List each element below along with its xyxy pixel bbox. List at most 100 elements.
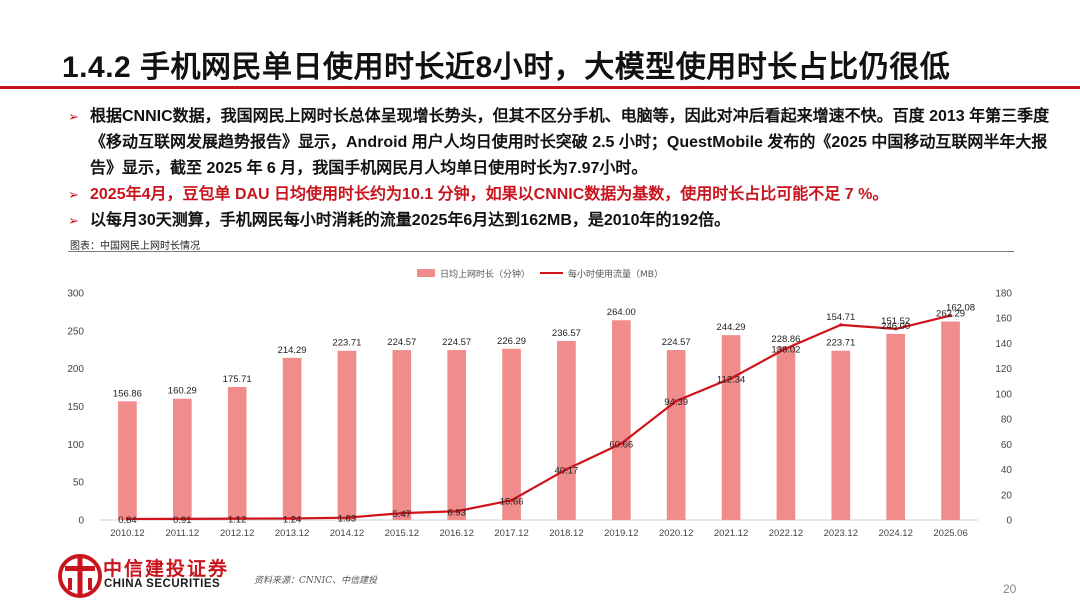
bar-data-label: 246.00	[881, 321, 910, 332]
line-point	[948, 313, 953, 318]
line-data-label: 0.84	[118, 515, 137, 526]
line-data-label: 1.83	[338, 514, 357, 525]
bar	[776, 346, 796, 520]
bar-data-label: 223.71	[826, 338, 855, 349]
y-right-tick-label: 180	[995, 289, 1012, 300]
x-tick-label: 2017.12	[494, 528, 528, 539]
citic-logo-icon	[58, 554, 102, 598]
line-point	[290, 516, 294, 521]
line-data-label: 60.66	[609, 440, 633, 451]
bar	[831, 350, 851, 520]
line-point	[674, 399, 678, 403]
bar	[721, 335, 741, 520]
logo-name-cn: 中信建投证券	[103, 558, 230, 580]
line-point	[839, 323, 843, 327]
x-tick-label: 2013.12	[275, 528, 309, 539]
bar-data-label: 175.71	[223, 374, 252, 385]
y-right-tick-label: 160	[995, 314, 1012, 325]
bullet-arrow-icon: ➢	[68, 187, 79, 202]
source-note: 资料来源：CNNIC、中信建投	[254, 576, 378, 586]
bar	[941, 321, 960, 520]
y-right-tick-label: 120	[995, 364, 1012, 375]
bullet-item: ➢ 根据CNNIC数据，我国网民上网时长总体呈现增长势头，但其不区分手机、电脑等…	[68, 104, 1058, 182]
x-tick-label: 2011.12	[165, 528, 199, 539]
line-point	[180, 517, 184, 521]
bar	[557, 340, 576, 520]
line-data-label: 151.52	[881, 316, 910, 327]
bar	[886, 333, 906, 520]
y-right-tick-label: 40	[1001, 465, 1013, 476]
x-tick-label: 2014.12	[330, 528, 364, 539]
legend-label: 每小时使用流量（MB）	[568, 268, 663, 280]
line-point	[894, 327, 898, 331]
line-point	[729, 376, 733, 380]
line-data-label: 154.71	[826, 312, 855, 323]
x-tick-label: 2020.12	[659, 528, 693, 539]
y-left-tick-label: 200	[67, 364, 84, 375]
bar-data-label: 226.29	[497, 336, 526, 347]
bar-data-label: 264.00	[607, 307, 636, 318]
bar	[337, 350, 357, 520]
line-data-label: 6.93	[447, 507, 466, 518]
legend-label: 日均上网时长（分钟）	[440, 268, 530, 280]
y-left-tick-label: 100	[67, 440, 84, 451]
y-right-tick-label: 80	[1001, 415, 1013, 426]
bullet-item: ➢ 以每月30天测算，手机网民每小时消耗的流量2025年6月达到162MB，是2…	[68, 208, 1058, 234]
bar-data-label: 214.29	[278, 345, 307, 356]
line-point	[125, 517, 130, 521]
y-right-tick-label: 100	[995, 389, 1012, 400]
bullet-arrow-icon: ➢	[68, 109, 79, 124]
bullet-arrow-icon: ➢	[68, 213, 79, 228]
line-point	[235, 516, 239, 521]
bar-data-label: 224.57	[442, 337, 471, 348]
logo-name-en: CHINA SECURITIES	[104, 578, 221, 590]
x-tick-label: 2016.12	[440, 528, 474, 539]
line-data-label: 1.12	[228, 515, 247, 526]
x-tick-label: 2010.12	[110, 528, 144, 539]
x-tick-label: 2025.06	[933, 528, 967, 539]
x-tick-label: 2018.12	[549, 528, 583, 539]
y-right-tick-label: 60	[1001, 440, 1013, 451]
bar-data-label: 156.86	[113, 388, 142, 399]
line-data-label: 40.17	[555, 465, 579, 476]
bar-data-label: 160.29	[168, 386, 197, 397]
title-bar	[0, 0, 1080, 84]
bullet-text: 2025年4月，豆包单 DAU 日均使用时长约为10.1 分钟，如果以CNNIC…	[90, 186, 889, 203]
line-point	[784, 346, 788, 351]
x-tick-label: 2022.12	[769, 528, 803, 539]
bar-data-label: 262.29	[936, 309, 965, 320]
line-data-label: 1.24	[283, 514, 302, 525]
page-title: 1.4.2 手机网民单日使用时长近8小时，大模型使用时长占比仍很低	[62, 51, 951, 84]
x-tick-label: 2023.12	[824, 528, 858, 539]
y-left-tick-label: 250	[67, 326, 84, 337]
legend-bar-swatch	[417, 269, 435, 277]
x-tick-label: 2021.12	[714, 528, 748, 539]
caption-divider	[68, 251, 1014, 252]
y-left-tick-label: 150	[67, 402, 84, 413]
line-data-label: 94.39	[664, 397, 688, 408]
bar-data-label: 244.29	[717, 322, 746, 333]
y-right-tick-label: 140	[995, 339, 1012, 350]
line-data-label: 5.47	[393, 509, 412, 520]
bar	[611, 320, 631, 520]
bar	[447, 350, 467, 520]
bar-data-label: 236.57	[552, 328, 581, 339]
bar-data-label: 228.86	[771, 334, 800, 345]
x-tick-label: 2024.12	[879, 528, 913, 539]
x-tick-label: 2012.12	[220, 528, 254, 539]
x-tick-label: 2019.12	[604, 528, 638, 539]
y-left-tick-label: 300	[67, 289, 84, 300]
line-data-label: 0.91	[173, 515, 192, 526]
bar	[666, 350, 686, 520]
line-point	[509, 498, 514, 502]
figure-caption: 图表：中国网民上网时长情况	[70, 241, 200, 252]
line-series	[127, 314, 951, 521]
line-point	[619, 441, 623, 446]
bar-data-label: 224.57	[387, 337, 416, 348]
bar	[392, 350, 412, 520]
bar-data-label: 224.57	[662, 337, 691, 348]
line-data-label: 136.02	[771, 344, 800, 355]
y-right-tick-label: 20	[1001, 490, 1013, 501]
bullet-item-highlight: ➢ 2025年4月，豆包单 DAU 日均使用时长约为10.1 分钟，如果以CNN…	[68, 182, 1058, 208]
y-right-tick-label: 0	[1006, 516, 1012, 527]
